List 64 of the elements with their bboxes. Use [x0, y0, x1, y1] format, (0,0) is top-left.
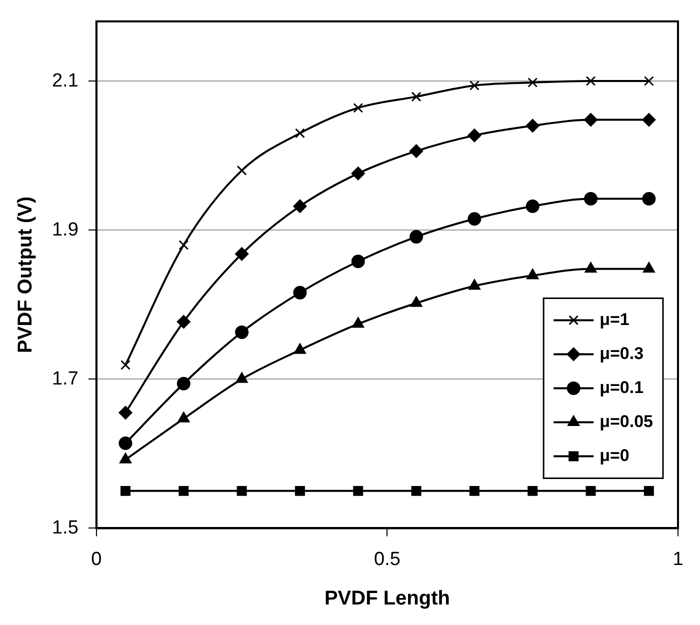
y-tick-label: 1.7 — [52, 368, 78, 390]
point — [642, 113, 656, 127]
point — [353, 486, 364, 496]
point — [528, 486, 538, 496]
point — [586, 76, 596, 86]
legend-label: μ=1 — [600, 310, 630, 329]
x-axis-title: PVDF Length — [324, 588, 450, 610]
legend-label: μ=0.1 — [600, 378, 644, 397]
point — [293, 286, 307, 300]
point — [351, 166, 365, 180]
legend-label: μ=0 — [600, 446, 630, 465]
x-tick-label: 0 — [91, 548, 102, 570]
point — [528, 78, 538, 88]
legend-label: μ=0.05 — [600, 412, 654, 431]
point — [526, 199, 540, 213]
x-tick-label: 0.5 — [374, 548, 400, 570]
point — [468, 128, 482, 142]
point — [584, 113, 598, 127]
point — [294, 486, 305, 496]
point — [176, 376, 190, 390]
point — [293, 199, 307, 213]
point — [120, 452, 132, 464]
point — [526, 268, 539, 280]
point — [642, 262, 655, 273]
x-tick-label: 1 — [672, 548, 684, 570]
point — [468, 279, 480, 290]
point — [351, 254, 365, 268]
point — [644, 76, 654, 86]
point — [410, 296, 422, 307]
y-tick-label: 2.1 — [52, 70, 78, 92]
legend-label: μ=0.3 — [600, 344, 644, 363]
point — [644, 486, 654, 496]
point — [469, 486, 480, 496]
point — [178, 240, 189, 250]
point — [236, 165, 247, 176]
point — [236, 486, 247, 496]
point — [642, 192, 656, 206]
point — [410, 144, 424, 158]
point — [526, 118, 540, 132]
point — [235, 247, 249, 261]
point — [294, 343, 306, 354]
point — [120, 360, 130, 370]
y-tick-label: 1.9 — [52, 219, 78, 240]
y-axis-title: PVDF Output (V) — [14, 196, 37, 354]
point — [411, 486, 422, 496]
point — [352, 317, 364, 328]
point — [118, 406, 132, 420]
point — [118, 436, 132, 450]
point — [468, 212, 482, 226]
point — [584, 262, 597, 273]
point — [584, 192, 598, 206]
point — [353, 102, 364, 113]
point — [586, 486, 596, 496]
point — [294, 128, 305, 138]
point — [235, 325, 249, 339]
point — [120, 486, 130, 496]
point — [236, 372, 248, 383]
point — [411, 92, 422, 102]
point — [469, 80, 480, 90]
point — [178, 486, 189, 496]
point — [410, 230, 424, 244]
point — [176, 315, 190, 329]
point — [178, 412, 190, 422]
y-tick-label: 1.5 — [52, 517, 78, 538]
